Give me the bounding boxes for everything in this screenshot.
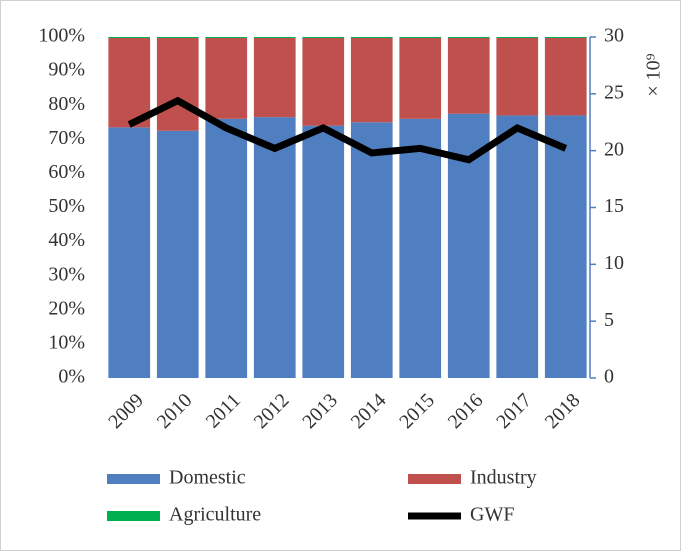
bar-segment	[302, 37, 345, 39]
bar-segment	[108, 38, 151, 128]
bar-segment	[399, 37, 442, 39]
y2-tick-label: 25	[604, 81, 624, 103]
bar-segment	[253, 38, 296, 118]
bar-segment	[156, 37, 199, 39]
y-tick-label: 30%	[48, 263, 85, 285]
bar-segment	[544, 115, 587, 379]
bar-segment	[302, 125, 345, 378]
y2-tick-label: 10	[604, 252, 624, 274]
y2-tick-label: 5	[604, 309, 614, 331]
y2-tick-label: 0	[604, 366, 614, 388]
bar-segment	[205, 37, 248, 39]
bar-segment	[108, 37, 151, 39]
y2-axis-label: × 10⁹	[643, 53, 665, 96]
legend-label: Domestic	[169, 467, 246, 489]
bar-segment	[205, 118, 248, 378]
line-series	[127, 96, 568, 164]
bar-segment	[350, 38, 393, 123]
bar-segment	[399, 118, 442, 378]
bar-segment	[447, 38, 490, 114]
bar-segment	[156, 130, 199, 378]
y-tick-label: 50%	[48, 195, 85, 217]
bar-segment	[496, 115, 539, 379]
legend-label: Industry	[470, 467, 537, 489]
bar-segment	[544, 38, 587, 116]
legend-swatch	[107, 511, 160, 521]
y-tick-label: 40%	[48, 229, 85, 251]
bar-segment	[496, 38, 539, 116]
y-tick-label: 80%	[48, 93, 85, 115]
y2-tick-label: 15	[604, 195, 624, 217]
bar-segment	[447, 37, 490, 39]
bar-segment	[253, 117, 296, 378]
bar-segment	[156, 38, 199, 131]
bar-segment	[544, 37, 587, 39]
bar-segment	[302, 38, 345, 126]
y2-tick-label: 30	[604, 25, 624, 47]
bar-segment	[399, 38, 442, 119]
y-tick-label: 0%	[58, 366, 85, 388]
y2-tick-label: 20	[604, 138, 624, 160]
y-tick-label: 100%	[38, 25, 85, 47]
legend-swatch	[107, 474, 160, 484]
bar-segment	[350, 122, 393, 378]
bar-segment	[108, 127, 151, 379]
bar-segment	[253, 37, 296, 39]
legend-label: Agriculture	[169, 504, 261, 526]
bar-segment	[205, 38, 248, 119]
bar-segment	[496, 37, 539, 39]
legend-label: GWF	[470, 504, 514, 526]
bar-segment	[350, 37, 393, 39]
y-tick-label: 10%	[48, 331, 85, 353]
y-tick-label: 70%	[48, 127, 85, 149]
y-tick-label: 60%	[48, 161, 85, 183]
y-tick-label: 90%	[48, 59, 85, 81]
y-tick-label: 20%	[48, 297, 85, 319]
legend-swatch	[408, 474, 461, 484]
